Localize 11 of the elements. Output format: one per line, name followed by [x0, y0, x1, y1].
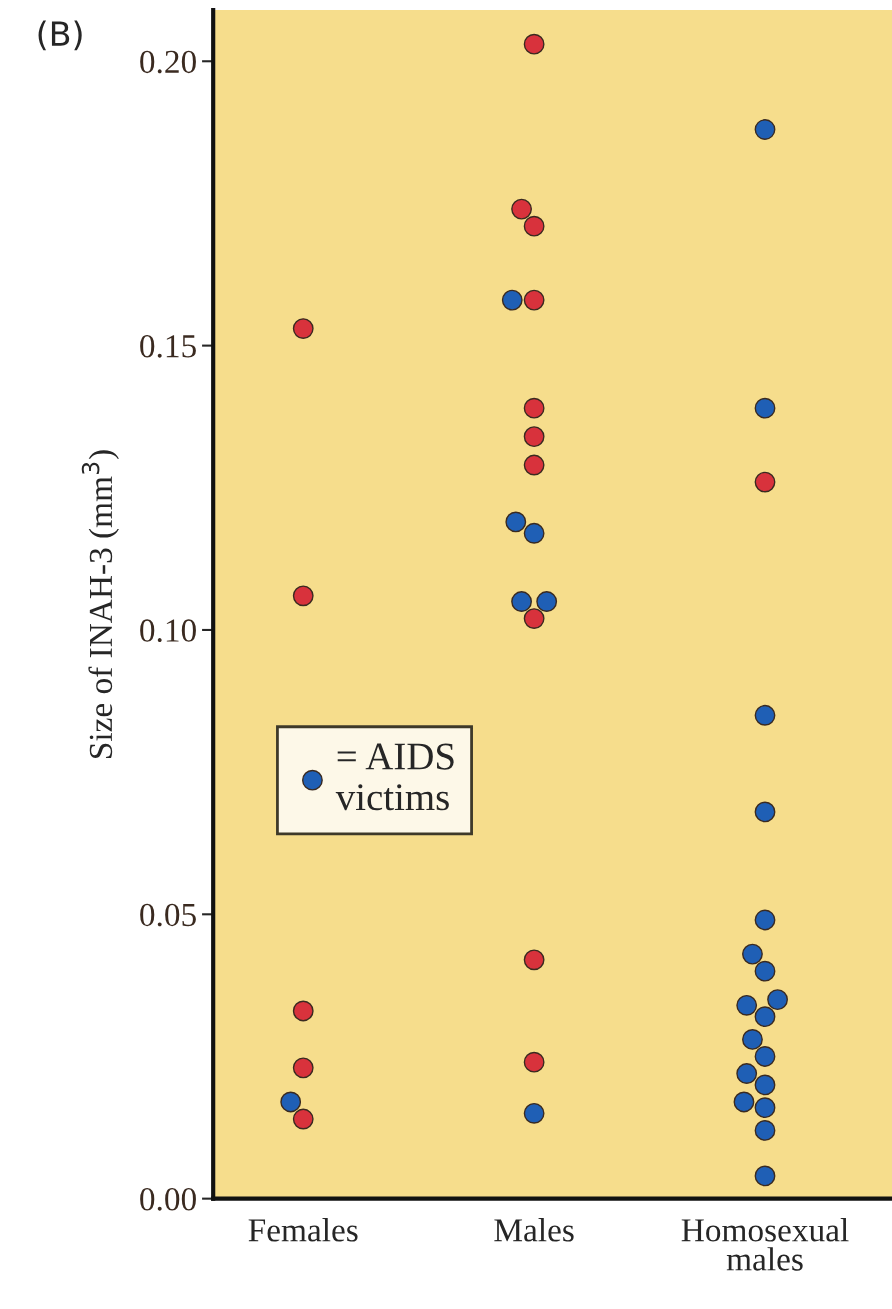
y-tick-label: 0.10: [140, 619, 196, 642]
x-tick-label: Males: [494, 1218, 574, 1242]
x-tick-label: Homosexual males: [681, 1218, 849, 1271]
y-tick-label: 0.05: [140, 903, 196, 927]
legend-label: = AIDS victims: [335, 743, 454, 811]
y-axis-title: Size of INAH-3 (mm$^{3}$): [81, 450, 119, 758]
x-tick-label: Females: [248, 1218, 358, 1242]
chart-title: (B): [38, 20, 82, 51]
y-tick-label: 0.00: [140, 1188, 196, 1211]
y-tick-label: 0.20: [140, 50, 196, 74]
y-tick-label: 0.15: [140, 335, 196, 358]
